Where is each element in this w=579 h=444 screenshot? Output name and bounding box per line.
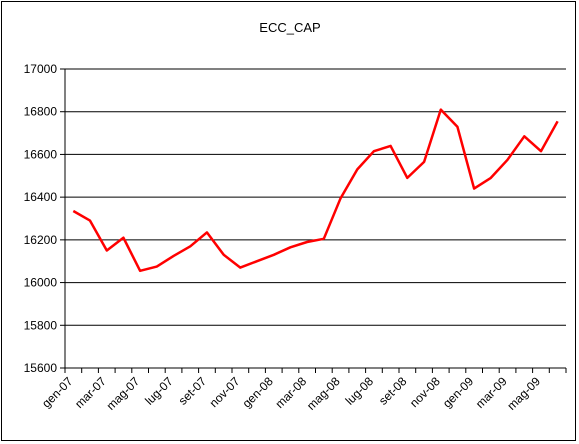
chart-title: ECC_CAP [259,20,320,35]
gridlines [65,68,566,326]
y-tick-label: 16000 [24,276,58,290]
x-tick-label: gen-08 [240,374,277,411]
y-axis-tick-labels: 15600 15800 16000 16200 16400 16600 16800 17000 [24,62,58,375]
x-tick-label: set-08 [376,374,410,408]
x-tick-label: gen-09 [440,374,477,411]
x-tick-label: lug-08 [343,374,377,408]
y-tick-label: 16600 [24,147,58,161]
x-tick-label: gen-07 [39,374,76,411]
y-tick-label: 16800 [24,105,58,119]
y-tick-label: 15600 [24,361,58,375]
x-tick-label: mar-08 [272,374,309,411]
x-tick-label: mag-09 [504,374,543,413]
x-tick-label: mar-09 [473,374,510,411]
y-tick-label: 15800 [24,318,58,332]
x-tick-label: mag-07 [104,374,143,413]
y-tick-label: 16200 [24,233,58,247]
x-tick-label: nov-08 [407,374,443,410]
series-line [72,108,559,273]
x-tick-label: set-07 [176,374,210,408]
series-group [72,108,559,273]
x-tick-label: mar-07 [72,374,109,411]
x-tick-label: mag-08 [304,374,343,413]
x-tick-label: lug-07 [142,374,176,408]
x-tick-label: nov-07 [207,374,243,410]
y-tick-label: 16400 [24,190,58,204]
axes [60,68,567,373]
y-tick-label: 17000 [24,62,58,76]
